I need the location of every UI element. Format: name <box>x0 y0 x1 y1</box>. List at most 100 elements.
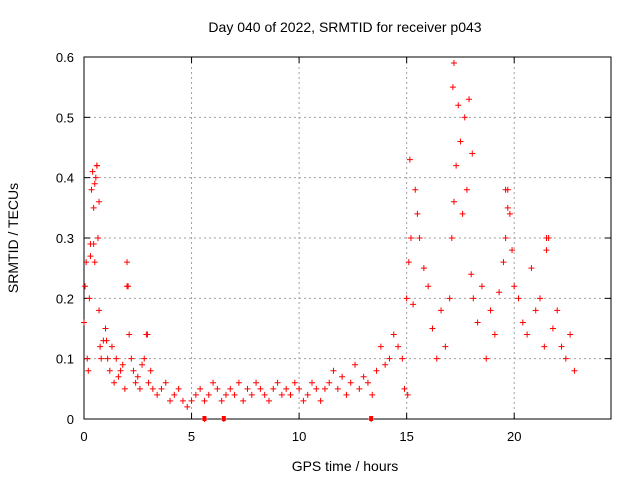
data-point <box>96 307 103 314</box>
data-point <box>401 385 408 392</box>
data-points <box>81 60 578 422</box>
data-point <box>404 391 411 398</box>
data-point <box>119 361 126 368</box>
data-point <box>102 325 109 332</box>
data-point <box>571 367 578 374</box>
data-point <box>321 385 328 392</box>
chart-title: Day 040 of 2022, SRMTID for receiver p04… <box>208 19 481 35</box>
data-point <box>287 391 294 398</box>
data-point <box>136 385 143 392</box>
data-point <box>87 253 94 260</box>
data-point <box>386 355 393 362</box>
data-point <box>126 331 133 338</box>
y-tick-label: 0.6 <box>56 50 74 65</box>
data-point <box>343 391 350 398</box>
data-point <box>184 403 191 410</box>
data-point <box>90 241 97 248</box>
data-point <box>334 385 341 392</box>
data-point <box>90 204 97 211</box>
data-point <box>496 289 503 296</box>
data-point <box>330 367 337 374</box>
data-point <box>543 247 550 254</box>
data-point <box>554 307 561 314</box>
data-point <box>420 265 427 272</box>
data-point <box>504 204 511 211</box>
zero-marker <box>221 416 226 421</box>
data-point <box>253 379 260 386</box>
data-point <box>483 355 490 362</box>
data-point <box>455 102 462 109</box>
data-point <box>103 337 110 344</box>
axis-ticks: 0 0.1 0.2 0.3 0.4 0.5 0.6 0 5 10 15 20 <box>56 50 611 444</box>
data-point <box>449 84 456 91</box>
data-point <box>511 283 518 290</box>
data-point <box>433 355 440 362</box>
data-point <box>108 343 115 350</box>
data-point <box>227 385 234 392</box>
data-point <box>141 355 148 362</box>
x-tick-label: 15 <box>399 429 413 444</box>
data-point <box>218 397 225 404</box>
zero-marker <box>202 416 207 421</box>
data-point <box>244 385 251 392</box>
data-point <box>188 397 195 404</box>
data-point <box>528 265 535 272</box>
data-point <box>84 355 91 362</box>
data-point <box>167 397 174 404</box>
data-point <box>461 114 468 121</box>
data-point <box>487 307 494 314</box>
data-point <box>403 295 410 302</box>
data-point <box>134 373 141 380</box>
data-point <box>83 259 90 266</box>
data-point <box>562 355 569 362</box>
data-point <box>296 385 303 392</box>
y-tick-label: 0.4 <box>56 171 74 186</box>
data-point <box>532 307 539 314</box>
data-point <box>145 379 152 386</box>
data-point <box>524 331 531 338</box>
data-point <box>466 96 473 103</box>
data-point <box>405 259 412 266</box>
data-point <box>113 355 120 362</box>
data-point <box>92 174 99 181</box>
data-point <box>265 397 272 404</box>
y-tick-label: 0.2 <box>56 291 74 306</box>
data-point <box>154 391 161 398</box>
data-point <box>128 355 135 362</box>
data-point <box>179 397 186 404</box>
x-tick-label: 5 <box>188 429 195 444</box>
data-point <box>201 397 208 404</box>
data-point <box>222 391 229 398</box>
data-point <box>89 168 96 175</box>
data-point <box>88 186 95 193</box>
data-point <box>82 283 89 290</box>
data-point <box>130 367 137 374</box>
x-tick-label: 10 <box>292 429 306 444</box>
data-point <box>356 385 363 392</box>
data-point <box>491 331 498 338</box>
data-point <box>446 295 453 302</box>
data-point <box>364 379 371 386</box>
data-point <box>515 295 522 302</box>
data-point <box>450 60 457 67</box>
data-point <box>390 331 397 338</box>
data-point <box>248 391 255 398</box>
data-point <box>149 385 156 392</box>
y-tick-label: 0.3 <box>56 231 74 246</box>
data-point <box>453 162 460 169</box>
data-point <box>412 186 419 193</box>
data-point <box>261 391 268 398</box>
data-point <box>278 391 285 398</box>
data-point <box>317 397 324 404</box>
data-point <box>373 367 380 374</box>
data-point <box>425 283 432 290</box>
data-point <box>171 391 178 398</box>
data-point <box>121 385 128 392</box>
data-point <box>352 361 359 368</box>
data-point <box>506 210 513 217</box>
data-point <box>81 319 87 326</box>
data-point <box>500 259 507 266</box>
data-point <box>91 180 98 187</box>
data-point <box>313 385 320 392</box>
data-point <box>98 355 105 362</box>
